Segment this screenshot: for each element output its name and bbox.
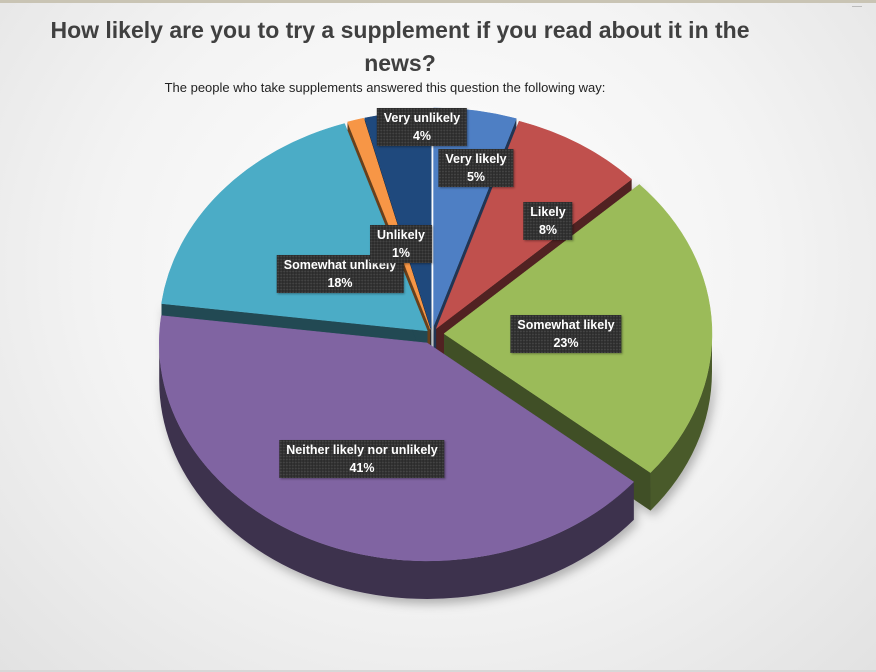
top-border [0,0,876,3]
data-label-name: Likely [530,205,566,219]
data-label-name: Unlikely [377,228,425,242]
chart-subtitle: The people who take supplements answered… [164,80,606,95]
slice-outer-wall [159,342,634,599]
slice-outer-wall [650,333,712,511]
data-label-value: 1% [391,246,411,260]
chart-title: How likely are you to try a supplement i… [50,17,750,76]
data-label-name: Somewhat likely [517,318,615,332]
bottom-border [0,670,876,672]
data-label-unlikely: Unlikely 1% [370,225,432,263]
data-label-likely: Likely 8% [523,202,573,240]
data-label-value: 5% [466,170,486,184]
data-label-name: Very likely [445,152,507,166]
data-label-very-likely: Very likely 5% [438,149,514,187]
data-label-somewhat-likely: Somewhat likely 23% [510,315,622,353]
data-label-name: Neither likely nor unlikely [286,443,438,457]
pie-slice-unlikely [347,117,431,330]
pie-slice-neither-likely-nor-unlikely [159,315,635,562]
data-label-name: Somewhat unlikely [283,258,397,272]
data-label-value: 18% [327,276,353,290]
data-label-value: 41% [349,461,375,475]
data-label-neither-likely-nor-unlikely: Neither likely nor unlikely 41% [279,440,445,478]
corner-mark [852,0,862,7]
data-label-value: 23% [553,336,579,350]
data-label-value: 4% [412,129,432,143]
data-label-somewhat-unlikely: Somewhat unlikely 18% [276,255,404,293]
data-label-very-unlikely: Very unlikely 4% [376,108,468,146]
data-label-name: Very unlikely [383,111,461,125]
data-label-value: 8% [538,223,558,237]
